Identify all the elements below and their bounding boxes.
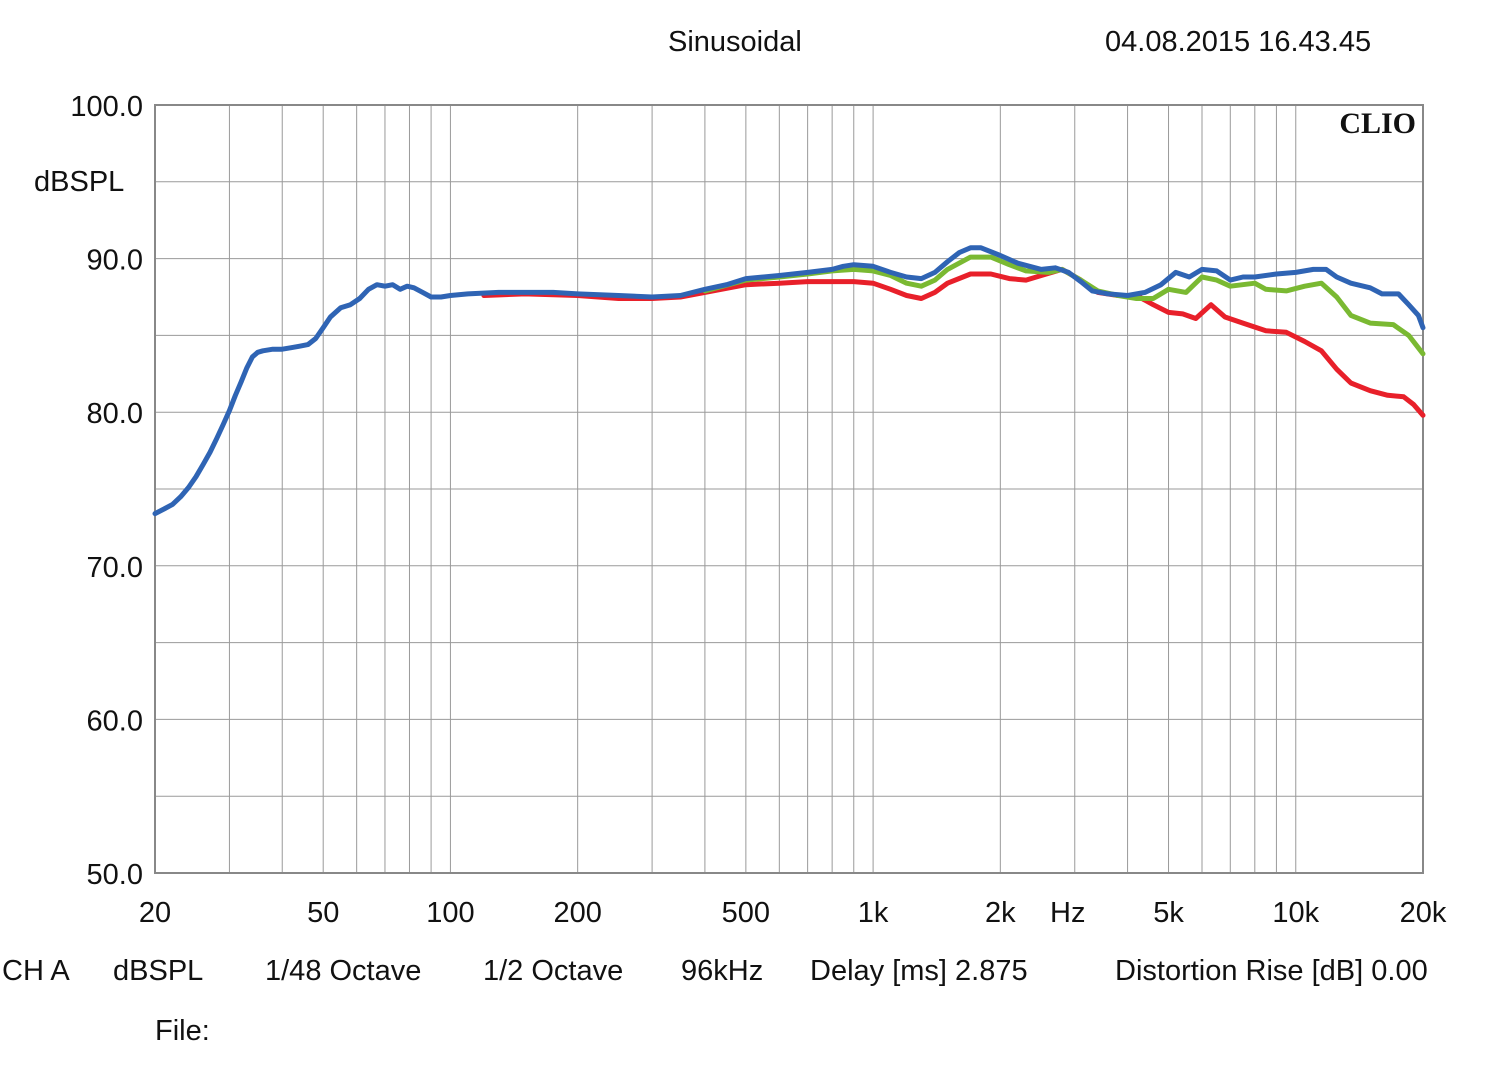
x-tick-label: 20k [1400, 897, 1447, 929]
chart-title: Sinusoidal [668, 26, 802, 58]
x-axis-ticks: 20 50 100 200 500 1k 2k 5k 10k 20k [139, 897, 1447, 929]
x-tick-label: 20 [139, 897, 171, 929]
x-tick-label: 500 [722, 897, 770, 929]
x-tick-label: 1k [858, 897, 889, 929]
y-tick-label: 50.0 [87, 859, 143, 891]
y-tick-label: 60.0 [87, 705, 143, 737]
chart-grid [155, 105, 1423, 873]
x-tick-label: 10k [1272, 897, 1319, 929]
resolution-label: 1/48 Octave [265, 955, 422, 987]
clio-brand-label: CLIO [1339, 107, 1416, 140]
measurement-datetime: 04.08.2015 16.43.45 [1105, 26, 1372, 58]
unit-label: dBSPL [113, 955, 204, 987]
x-axis-label: Hz [1050, 897, 1085, 929]
y-axis-ticks: 100.0 90.0 80.0 70.0 60.0 50.0 [70, 91, 143, 891]
delay-label: Delay [ms] 2.875 [810, 955, 1028, 987]
series-line-3 [152, 245, 1426, 517]
channel-label: CH A [2, 955, 70, 987]
x-tick-label: 50 [307, 897, 339, 929]
y-tick-label: 90.0 [87, 245, 143, 277]
x-tick-label: 100 [426, 897, 474, 929]
y-tick-label: 70.0 [87, 552, 143, 584]
smoothing-label: 1/2 Octave [483, 955, 624, 987]
file-label: File: [155, 1015, 210, 1047]
distortion-label: Distortion Rise [dB] 0.00 [1115, 955, 1428, 987]
y-tick-label: 100.0 [70, 91, 143, 123]
x-tick-label: 200 [553, 897, 601, 929]
plot-frame [154, 104, 1424, 874]
chart-series [152, 245, 1426, 517]
x-tick-label: 5k [1153, 897, 1184, 929]
x-tick-label: 2k [985, 897, 1016, 929]
sample-rate-label: 96kHz [681, 955, 764, 987]
y-tick-label: 80.0 [87, 398, 143, 430]
y-axis-label: dBSPL [34, 166, 124, 198]
